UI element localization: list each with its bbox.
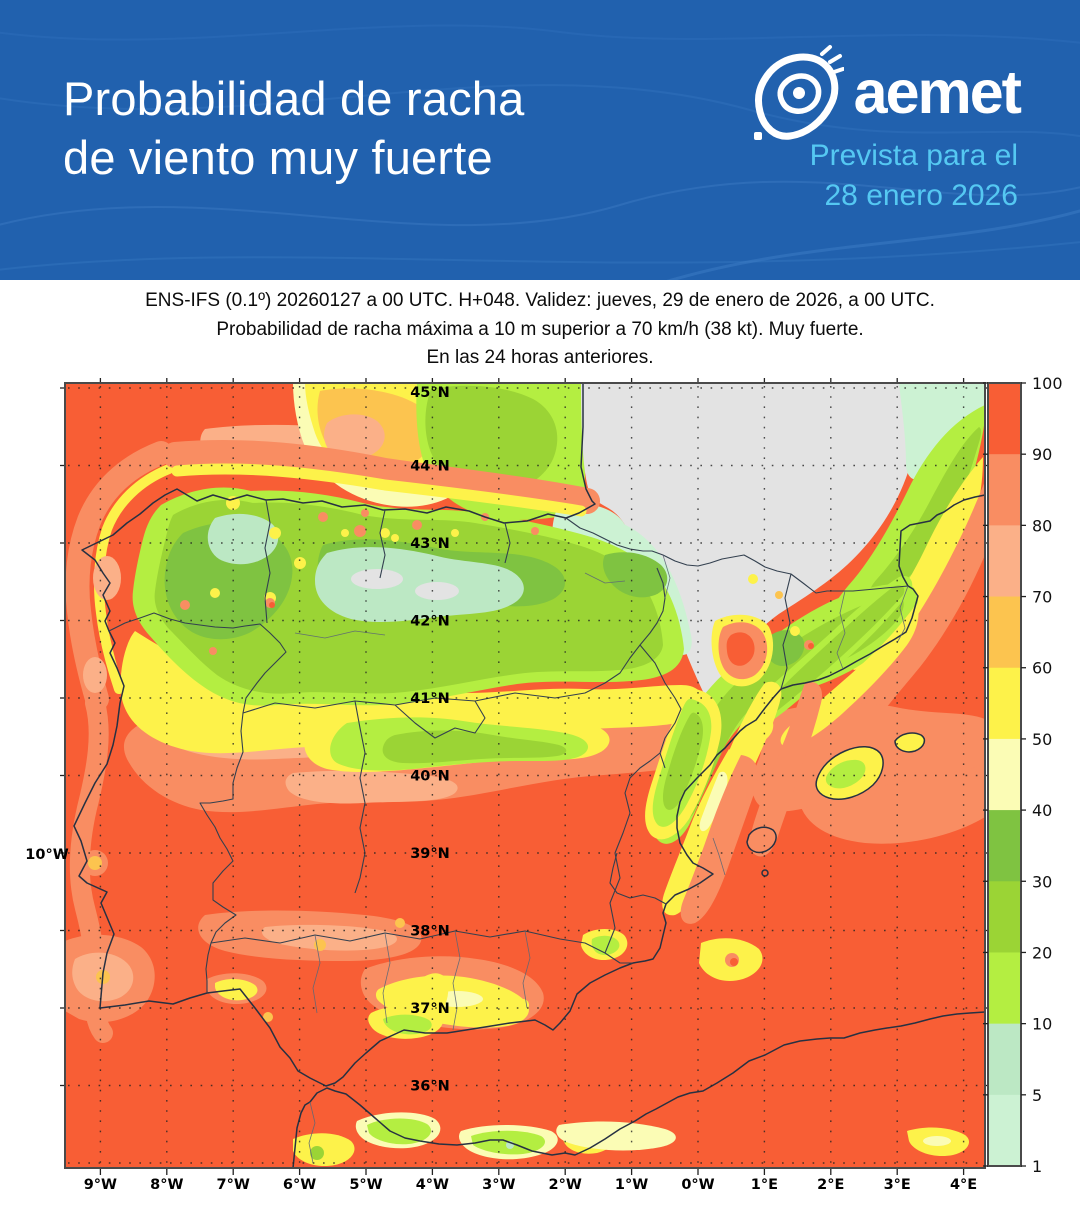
probability-colorbar: 100 90 80 70 60 50 40 30 20 10 5 1 xyxy=(983,375,1063,1176)
colorbar-tick-label: 30 xyxy=(1032,872,1052,891)
lon-label: 0°W xyxy=(681,1177,714,1193)
period-line: En las 24 horas anteriores. xyxy=(426,347,654,368)
colorbar-segment xyxy=(988,810,1021,882)
aemet-swirl-icon xyxy=(753,45,844,140)
lat-label: 40°N xyxy=(410,769,450,785)
graticule: 45°N 44°N 43°N 42°N 41°N 40°N 39°N 38°N 37°N 36°N… xyxy=(60,378,990,1193)
lat-label: 43°N xyxy=(410,536,450,552)
colorbar-segment xyxy=(988,667,1021,740)
france-spain-border xyxy=(565,517,909,594)
lon-label: 2°E xyxy=(817,1177,844,1193)
forecast-date: Prevista para el 28 enero 2026 xyxy=(810,136,1018,216)
colorbar-segment xyxy=(988,525,1021,598)
colorbar-segment xyxy=(988,383,1021,455)
africa-coastline xyxy=(292,1011,986,1169)
colorbar-tick-label: 50 xyxy=(1032,730,1052,749)
colorbar-tick-label: 40 xyxy=(1032,801,1052,820)
colorbar-tick-label: 1 xyxy=(1032,1157,1042,1176)
ibiza-coastline xyxy=(746,826,777,854)
title-line-1: Probabilidad de racha xyxy=(63,72,525,125)
menorca-coastline xyxy=(894,732,926,753)
colorbar-tick-label: 60 xyxy=(1032,659,1052,678)
lon-label: 3°E xyxy=(884,1177,911,1193)
lon-label: 3°W xyxy=(482,1177,515,1193)
title-line-2: de viento muy fuerte xyxy=(63,130,493,184)
colorbar-tick-label: 70 xyxy=(1032,588,1052,607)
model-run-line: ENS-IFS (0.1º) 20260127 a 00 UTC. H+048.… xyxy=(145,290,935,311)
colorbar-segment xyxy=(988,738,1021,811)
colorbar-tick-label: 90 xyxy=(1032,445,1052,464)
lon-label: 7°W xyxy=(217,1177,250,1193)
colorbar-segment xyxy=(988,596,1021,669)
lat-label: 41°N xyxy=(410,691,450,707)
portugal-spain-border xyxy=(108,612,287,993)
iberia-coastline xyxy=(73,382,986,1087)
page-title: Probabilidad de racha de viento muy fuer… xyxy=(63,70,524,188)
colorbar-segment xyxy=(988,1094,1021,1167)
colorbar-segment xyxy=(988,454,1021,526)
colorbar-tick-label: 5 xyxy=(1032,1086,1042,1105)
model-run-info: ENS-IFS (0.1º) 20260127 a 00 UTC. H+048.… xyxy=(0,287,1080,373)
lat-label: 36°N xyxy=(410,1079,450,1095)
lon-label: 1°E xyxy=(751,1177,778,1193)
lat-label: 44°N xyxy=(410,459,450,475)
lat-label: 39°N xyxy=(410,846,450,862)
colorbar-tick-label: 100 xyxy=(1032,375,1063,393)
probability-map-figure: 45°N 44°N 43°N 42°N 41°N 40°N 39°N 38°N 37°N 36°N… xyxy=(25,375,1063,1193)
lon-label: 2°W xyxy=(549,1177,582,1193)
lon-label: 1°W xyxy=(615,1177,648,1193)
lon-label: 4°W xyxy=(416,1177,449,1193)
map-frame xyxy=(64,382,986,1169)
colorbar-tick-label: 20 xyxy=(1032,943,1052,962)
map-panel: 45°N 44°N 43°N 42°N 41°N 40°N 39°N 38°N 37°N 36°N… xyxy=(25,378,990,1193)
lon-label: 9°W xyxy=(84,1177,117,1193)
lat-label: 45°N xyxy=(410,385,450,401)
colorbar-segment xyxy=(988,881,1021,954)
colorbar-segment xyxy=(988,1023,1021,1096)
forecast-line-1: Prevista para el xyxy=(809,139,1018,172)
colorbar-segment xyxy=(988,952,1021,1025)
lat-label: 38°N xyxy=(410,924,450,940)
forecast-line-2: 28 enero 2026 xyxy=(824,179,1018,213)
aemet-logo: aemet xyxy=(752,42,1022,142)
lon-label: 5°W xyxy=(349,1177,382,1193)
threshold-line: Probabilidad de racha máxima a 10 m supe… xyxy=(216,318,864,340)
mallorca-coastline xyxy=(815,746,884,800)
probability-field xyxy=(65,383,985,1168)
colorbar-frame xyxy=(987,382,1022,1167)
coastlines xyxy=(73,382,986,1169)
colorbar-tick-label: 80 xyxy=(1032,516,1052,535)
lon-label: 4°E xyxy=(950,1177,977,1193)
political-borders xyxy=(108,499,909,1164)
colorbar-tick-label: 10 xyxy=(1032,1015,1052,1034)
header-banner: Probabilidad de racha de viento muy fuer… xyxy=(0,0,1080,280)
lat-label: 42°N xyxy=(410,614,450,630)
header-waves-decoration xyxy=(0,24,1080,280)
lat-label: 37°N xyxy=(410,1001,450,1017)
lon-label: 8°W xyxy=(150,1177,183,1193)
left-axis-label: 10°W xyxy=(25,847,68,863)
lon-label: 6°W xyxy=(283,1177,316,1193)
aemet-wordmark: aemet xyxy=(853,58,1022,126)
